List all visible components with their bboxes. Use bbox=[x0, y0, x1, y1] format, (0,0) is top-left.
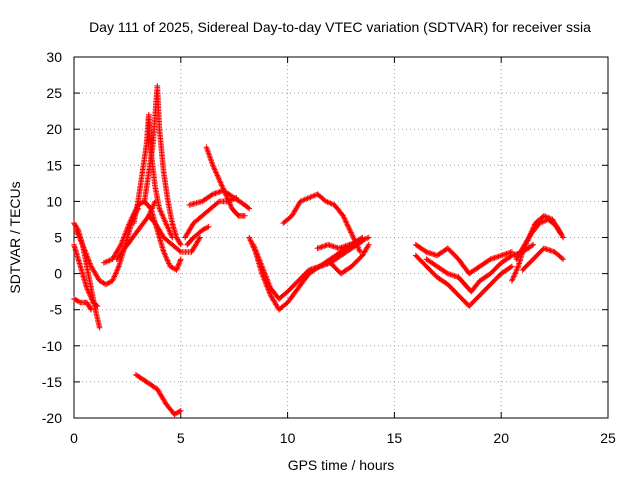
data-marks bbox=[141, 83, 184, 248]
y-tick-label: 5 bbox=[54, 230, 62, 246]
data-series-arc-13 bbox=[182, 195, 240, 241]
data-series-arc-3 bbox=[71, 296, 94, 313]
data-series-arc-25 bbox=[519, 245, 566, 273]
data-series-arc-19 bbox=[316, 241, 372, 277]
x-tick-label: 5 bbox=[177, 430, 185, 446]
data-series-arc-10 bbox=[133, 371, 184, 418]
y-tick-label: -10 bbox=[42, 338, 62, 354]
data-marks bbox=[184, 223, 212, 248]
data-marks bbox=[133, 371, 184, 418]
x-tick-label: 10 bbox=[280, 430, 296, 446]
data-marks bbox=[182, 195, 240, 241]
y-tick-label: 20 bbox=[46, 121, 62, 137]
data-series-arc-20 bbox=[413, 241, 515, 277]
data-marks bbox=[314, 234, 372, 252]
axis-ticks: 0 5 10 15 20 25 -20 -15 -10 -5 0 5 10 15 20 25 30 bbox=[42, 49, 616, 446]
y-tick-label: -20 bbox=[42, 410, 62, 426]
data-marks bbox=[71, 296, 94, 313]
y-axis-label: SDTVAR / TECUs bbox=[7, 181, 23, 293]
data-series-arc-5 bbox=[101, 198, 184, 273]
data-series-arc-18 bbox=[314, 234, 372, 252]
data-series-arc-2 bbox=[71, 241, 101, 309]
data-points bbox=[71, 83, 566, 418]
x-tick-label: 25 bbox=[600, 430, 616, 446]
x-tick-label: 0 bbox=[70, 430, 78, 446]
x-tick-label: 15 bbox=[387, 430, 403, 446]
y-tick-label: 10 bbox=[46, 193, 62, 209]
y-tick-label: -15 bbox=[42, 374, 62, 390]
grid-lines bbox=[74, 57, 608, 418]
x-axis-label: GPS time / hours bbox=[288, 457, 395, 473]
data-series-arc-24 bbox=[513, 216, 566, 262]
data-series-arc-14 bbox=[184, 223, 212, 248]
data-marks bbox=[146, 213, 203, 255]
data-marks bbox=[71, 241, 101, 309]
x-tick-label: 20 bbox=[493, 430, 509, 446]
chart-title: Day 111 of 2025, Sidereal Day-to-day VTE… bbox=[89, 19, 591, 35]
data-marks bbox=[413, 241, 515, 277]
data-marks bbox=[101, 198, 184, 273]
y-tick-label: 15 bbox=[46, 157, 62, 173]
y-tick-label: -5 bbox=[50, 302, 63, 318]
y-tick-label: 0 bbox=[54, 266, 62, 282]
data-marks bbox=[513, 216, 566, 262]
y-tick-label: 25 bbox=[46, 85, 62, 101]
data-series-arc-8 bbox=[141, 83, 184, 248]
y-tick-label: 30 bbox=[46, 49, 62, 65]
data-series-arc-9 bbox=[146, 213, 203, 255]
data-marks bbox=[316, 241, 372, 277]
data-marks bbox=[413, 252, 515, 309]
data-series-arc-21 bbox=[413, 252, 515, 309]
data-marks bbox=[519, 245, 566, 273]
